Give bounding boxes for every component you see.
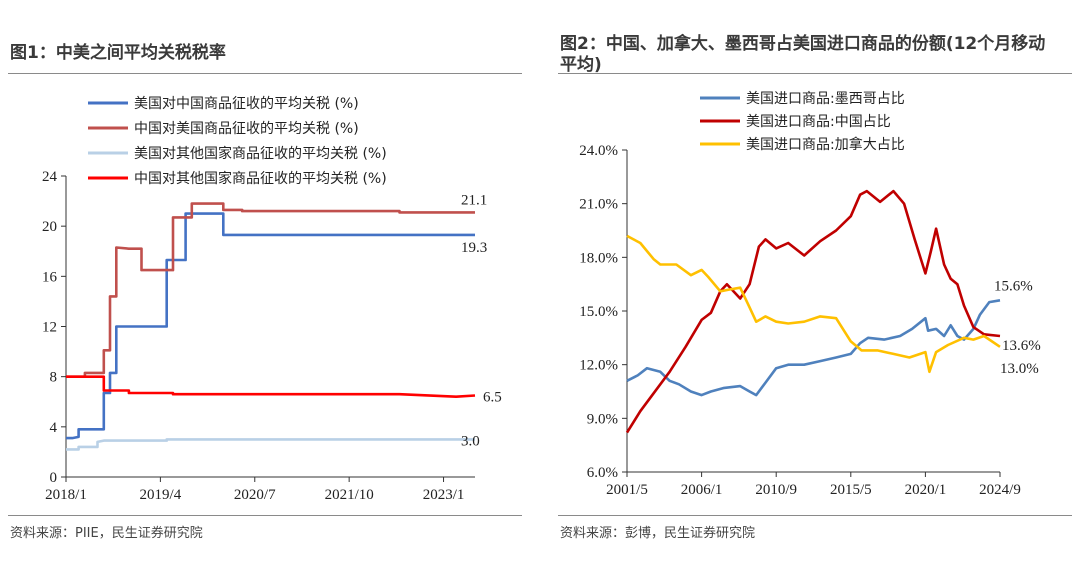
y-tick-label: 8 [50, 370, 58, 386]
x-tick-label: 2024/9 [979, 482, 1021, 498]
chart-panel-tariffs: 图1：中美之间平均关税税率 0 4 8 12 16 20 24 2018/1 2019/4 202… [0, 0, 530, 566]
y-tick-label: 12.0% [579, 358, 618, 374]
y-tick-label: 15.0% [579, 304, 618, 320]
legend-label: 美国进口商品:中国占比 [746, 114, 891, 130]
x-tick-label: 2018/1 [45, 487, 87, 503]
source-note: 资料来源：PIIE，民生证券研究院 [10, 526, 203, 541]
series-line [66, 375, 476, 399]
chart-panel-import-share: 图2：中国、加拿大、墨西哥占美国进口商品的份额(12个月移动平均) 6.0% 9.… [550, 0, 1080, 566]
source-rule [8, 515, 522, 516]
series-line [66, 202, 475, 379]
series-line [66, 212, 475, 440]
legend-label: 美国对中国商品征收的平均关税 (%) [134, 96, 359, 112]
y-tick-label: 24 [42, 169, 58, 185]
y-tick-label: 16 [42, 269, 58, 285]
x-tick-label: 2015/5 [830, 482, 872, 498]
x-tick-label: 2001/5 [606, 482, 648, 498]
x-tick-label: 2019/4 [140, 487, 182, 503]
series-line [626, 234, 1001, 374]
title-rule [558, 73, 1072, 74]
source-note: 资料来源：彭博，民生证券研究院 [560, 526, 756, 541]
legend-label: 中国对其他国家商品征收的平均关税 (%) [134, 170, 387, 187]
legend-label: 美国进口商品:墨西哥占比 [746, 91, 905, 107]
series-end-label: 3.0 [461, 433, 480, 449]
x-tick-label: 2006/1 [681, 482, 723, 498]
x-tick-label: 2020/7 [234, 487, 276, 503]
legend-label: 美国进口商品:加拿大占比 [746, 136, 905, 153]
series-end-label: 13.6% [1002, 338, 1041, 354]
tariff-line-chart: 0 4 8 12 16 20 24 2018/1 2019/4 2020/7 2021/10 2023… [42, 96, 502, 503]
series-end-label: 19.3 [461, 240, 487, 256]
chart-title: 图2：中国、加拿大、墨西哥占美国进口商品的份额(12个月移动平均) [560, 34, 1046, 75]
series-end-label: 13.0% [1000, 361, 1039, 377]
import-share-line-chart: 6.0% 9.0% 12.0% 15.0% 18.0% 21.0% 24.0% 2001/5 2… [579, 91, 1041, 498]
y-tick-label: 12 [42, 320, 57, 336]
y-tick-label: 0 [50, 470, 58, 486]
y-tick-label: 21.0% [579, 197, 618, 213]
x-tick-label: 2021/10 [325, 487, 374, 503]
title-rule [8, 73, 522, 74]
y-tick-label: 18.0% [579, 250, 618, 266]
x-tick-label: 2020/1 [905, 482, 947, 498]
series-end-label: 15.6% [994, 278, 1033, 294]
source-rule [558, 515, 1072, 516]
series-line [626, 299, 1001, 397]
series-end-label: 6.5 [483, 389, 502, 405]
y-tick-label: 4 [50, 420, 58, 436]
y-tick-label: 20 [42, 219, 57, 235]
chart-title: 图1：中美之间平均关税税率 [10, 43, 226, 63]
y-tick-label: 24.0% [579, 143, 618, 159]
x-tick-label: 2023/1 [423, 487, 465, 503]
series-line [625, 189, 1001, 434]
legend-label: 中国对美国商品征收的平均关税 (%) [134, 121, 359, 137]
series-line [66, 438, 475, 451]
x-tick-label: 2010/9 [755, 482, 797, 498]
legend-label: 美国对其他国家商品征收的平均关税 (%) [134, 145, 387, 162]
y-tick-label: 6.0% [587, 465, 618, 481]
series-end-label: 21.1 [461, 192, 487, 208]
y-tick-label: 9.0% [587, 411, 618, 427]
